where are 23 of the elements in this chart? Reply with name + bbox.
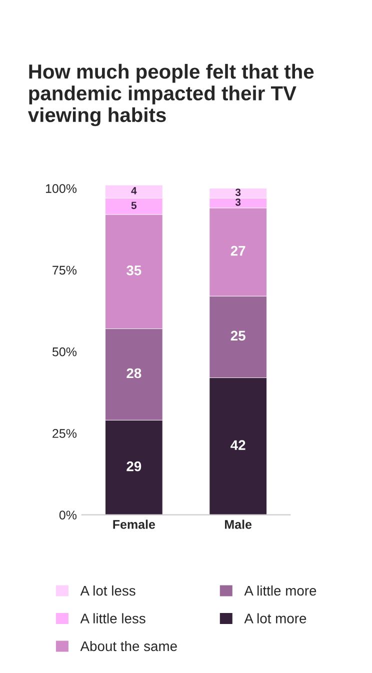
legend-label: About the same (80, 640, 177, 652)
chart-title: How much people felt that the pandemic impacted their TV viewing habits (28, 64, 314, 126)
legend-label: A lot more (244, 613, 306, 624)
data-label: 5 (131, 202, 137, 210)
data-label: 28 (126, 368, 142, 378)
data-label: 42 (230, 440, 246, 450)
y-tick-label: 25% (52, 429, 77, 438)
x-tick-label: Male (225, 520, 252, 529)
data-label: 35 (126, 265, 142, 276)
y-tick-label: 100% (46, 184, 77, 193)
y-tick-label: 75% (52, 266, 77, 275)
data-label: 29 (126, 461, 142, 472)
y-tick-label: 50% (52, 347, 77, 356)
legend-label: A little less (80, 613, 146, 624)
data-label: 3 (235, 188, 241, 196)
data-label: 25 (230, 330, 246, 341)
legend-label: A lot less (80, 585, 136, 596)
data-label: 27 (230, 246, 246, 256)
y-tick-label: 0% (59, 510, 77, 520)
legend-label: A little more (244, 585, 316, 596)
data-label: 3 (235, 198, 241, 206)
data-label: 4 (131, 187, 137, 194)
x-tick-label: Female (113, 520, 156, 529)
